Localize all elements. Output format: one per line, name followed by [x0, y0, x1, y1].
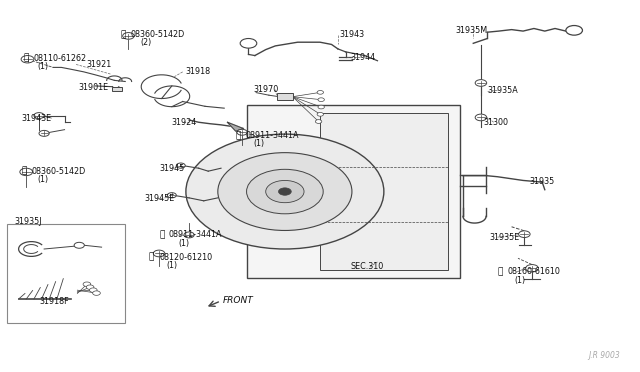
Text: 31921: 31921 — [87, 60, 112, 69]
Text: Ⓝ: Ⓝ — [159, 230, 164, 240]
Text: 31901E: 31901E — [79, 83, 109, 92]
Circle shape — [176, 163, 185, 168]
Bar — [320, 113, 448, 270]
Text: 31918F: 31918F — [39, 297, 68, 306]
Text: (1): (1) — [515, 276, 526, 285]
Circle shape — [218, 153, 352, 231]
Text: Ⓑ: Ⓑ — [23, 54, 28, 62]
Circle shape — [93, 291, 100, 295]
Text: J.R 9003: J.R 9003 — [588, 351, 620, 360]
Text: 31943: 31943 — [339, 30, 364, 39]
Text: Ⓑ: Ⓑ — [497, 267, 503, 276]
Circle shape — [20, 168, 33, 176]
Bar — [246, 105, 461, 278]
Text: 31970: 31970 — [253, 85, 278, 94]
Text: 08360-5142D: 08360-5142D — [131, 30, 185, 39]
Text: 08911-3441A: 08911-3441A — [245, 131, 299, 140]
Circle shape — [168, 193, 176, 198]
Text: 31924: 31924 — [172, 118, 197, 127]
Circle shape — [186, 134, 384, 249]
Text: 31945: 31945 — [159, 164, 184, 173]
Circle shape — [21, 55, 34, 63]
Circle shape — [317, 112, 323, 116]
Text: (1): (1) — [167, 261, 178, 270]
Text: 31935E: 31935E — [489, 232, 520, 242]
Circle shape — [566, 26, 582, 35]
Circle shape — [83, 282, 91, 286]
Circle shape — [518, 231, 530, 237]
Text: SEC.310: SEC.310 — [351, 262, 384, 271]
Text: 08360-5142D: 08360-5142D — [31, 167, 86, 176]
Text: (1): (1) — [253, 139, 264, 148]
Circle shape — [318, 105, 324, 109]
Text: 08120-61210: 08120-61210 — [159, 253, 212, 262]
Circle shape — [123, 33, 134, 39]
Text: (1): (1) — [178, 238, 189, 248]
Text: (1): (1) — [38, 175, 49, 184]
Text: FRONT: FRONT — [223, 296, 253, 305]
Text: 31300: 31300 — [483, 118, 509, 127]
Circle shape — [316, 120, 322, 124]
Text: 31918: 31918 — [186, 67, 211, 76]
Text: Ⓝ: Ⓝ — [236, 131, 241, 140]
Text: (2): (2) — [140, 38, 151, 48]
Text: 31935: 31935 — [529, 177, 555, 186]
Circle shape — [475, 114, 486, 121]
Text: 08110-61262: 08110-61262 — [34, 54, 87, 62]
Text: 31935M: 31935M — [456, 26, 488, 35]
Bar — [7, 224, 125, 323]
Text: Ⓢ: Ⓢ — [121, 30, 126, 39]
Text: 31943E: 31943E — [21, 114, 51, 123]
Polygon shape — [227, 122, 243, 131]
Bar — [276, 93, 292, 100]
Text: 31944: 31944 — [351, 52, 376, 61]
Circle shape — [39, 131, 49, 137]
Text: 31935A: 31935A — [487, 86, 518, 95]
Circle shape — [184, 232, 194, 238]
Circle shape — [266, 180, 304, 203]
Circle shape — [317, 90, 323, 94]
Text: 31935J: 31935J — [15, 217, 42, 226]
Circle shape — [475, 80, 486, 86]
Circle shape — [34, 113, 44, 119]
Circle shape — [278, 188, 291, 195]
Circle shape — [237, 129, 247, 135]
Circle shape — [74, 242, 84, 248]
Text: 31945E: 31945E — [145, 195, 175, 203]
Text: 08911-3441A: 08911-3441A — [169, 230, 222, 240]
Text: Ⓑ: Ⓑ — [149, 253, 154, 262]
Circle shape — [154, 250, 165, 257]
Text: 08160-61610: 08160-61610 — [507, 267, 560, 276]
Circle shape — [240, 38, 257, 48]
Text: Ⓢ: Ⓢ — [21, 167, 26, 176]
Bar — [113, 87, 122, 92]
Text: (1): (1) — [38, 62, 49, 71]
Circle shape — [525, 264, 538, 272]
Circle shape — [246, 169, 323, 214]
Circle shape — [86, 285, 94, 289]
Circle shape — [90, 288, 97, 292]
Circle shape — [318, 98, 324, 102]
